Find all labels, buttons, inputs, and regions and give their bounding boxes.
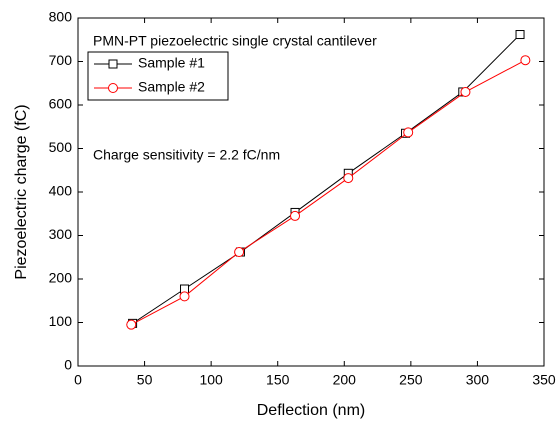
y-tick-label: 300	[49, 226, 73, 242]
legend-label: Sample #1	[138, 55, 205, 71]
series-line	[132, 34, 521, 324]
y-tick-label: 600	[49, 96, 73, 112]
y-tick-label: 100	[49, 313, 73, 329]
y-axis-label: Piezoelectric charge (fC)	[13, 104, 30, 279]
x-tick-label: 0	[74, 372, 82, 388]
legend-label: Sample #2	[138, 79, 205, 95]
marker	[520, 55, 531, 66]
marker	[515, 30, 525, 40]
marker	[343, 173, 354, 184]
x-axis-label: Deflection (nm)	[257, 402, 365, 419]
x-tick-label: 150	[266, 372, 290, 388]
y-tick-label: 0	[64, 357, 72, 373]
marker	[290, 210, 301, 221]
marker	[403, 127, 414, 138]
series-line	[131, 59, 526, 326]
legend-marker	[108, 83, 118, 93]
y-tick-label: 400	[49, 183, 73, 199]
y-tick-label: 500	[49, 139, 73, 155]
y-tick-label: 700	[49, 52, 73, 68]
x-tick-label: 200	[333, 372, 357, 388]
legend-marker	[108, 59, 118, 69]
annotation: PMN-PT piezoelectric single crystal cant…	[93, 33, 377, 49]
x-tick-label: 100	[199, 372, 223, 388]
annotation: Charge sensitivity = 2.2 fC/nm	[93, 147, 280, 163]
x-tick-label: 300	[466, 372, 490, 388]
marker	[126, 319, 137, 330]
marker	[460, 86, 471, 97]
x-tick-label: 350	[532, 372, 556, 388]
marker	[234, 247, 245, 258]
x-tick-label: 50	[137, 372, 153, 388]
y-tick-label: 800	[49, 9, 73, 25]
x-tick-label: 250	[399, 372, 423, 388]
marker	[179, 291, 190, 302]
y-tick-label: 200	[49, 270, 73, 286]
